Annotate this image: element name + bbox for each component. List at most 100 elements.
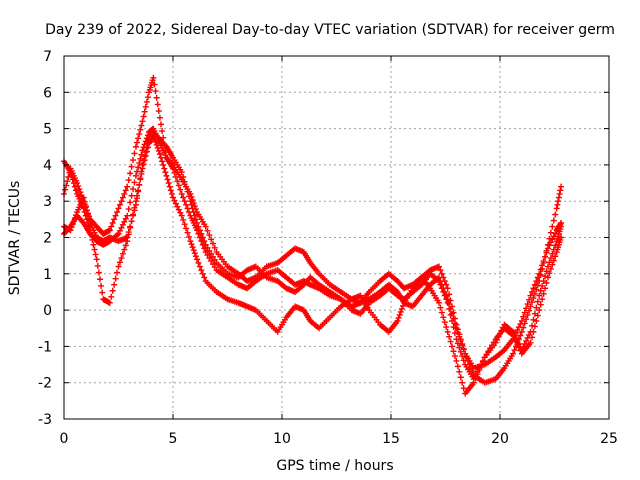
data-point bbox=[437, 281, 444, 288]
data-point bbox=[171, 197, 178, 204]
data-point bbox=[438, 309, 445, 316]
data-point bbox=[524, 301, 531, 308]
data-point bbox=[174, 178, 181, 185]
x-tick-label: 15 bbox=[382, 431, 400, 447]
data-point bbox=[76, 186, 83, 193]
data-point bbox=[530, 328, 537, 335]
data-point bbox=[152, 88, 159, 95]
data-point bbox=[128, 163, 135, 170]
data-point bbox=[139, 147, 146, 154]
data-point bbox=[131, 207, 138, 214]
data-point bbox=[69, 221, 76, 228]
data-point bbox=[138, 122, 145, 129]
data-point bbox=[187, 198, 194, 205]
data-point bbox=[530, 316, 537, 323]
y-tick-label: 7 bbox=[43, 49, 52, 65]
data-point bbox=[175, 206, 182, 213]
data-point bbox=[137, 175, 144, 182]
data-point bbox=[172, 174, 179, 180]
data-point bbox=[396, 311, 403, 318]
data-point bbox=[189, 244, 196, 251]
data-point bbox=[181, 221, 188, 228]
data-point bbox=[122, 242, 129, 249]
data-point bbox=[518, 317, 525, 324]
data-point bbox=[556, 190, 563, 197]
data-point bbox=[84, 211, 91, 218]
data-point bbox=[521, 309, 528, 316]
data-point bbox=[118, 224, 125, 231]
data-point bbox=[137, 126, 144, 133]
data-point bbox=[68, 172, 75, 179]
data-point bbox=[178, 190, 185, 197]
data-point bbox=[156, 114, 163, 121]
data-point bbox=[528, 334, 535, 341]
data-point bbox=[446, 291, 453, 298]
data-point bbox=[192, 253, 199, 260]
data-point bbox=[549, 261, 556, 268]
data-point bbox=[449, 343, 456, 350]
data-point bbox=[460, 357, 467, 364]
data-point bbox=[130, 157, 137, 164]
data-point bbox=[526, 296, 533, 303]
data-point bbox=[443, 324, 450, 331]
data-point bbox=[69, 176, 76, 183]
data-point bbox=[527, 339, 534, 346]
data-point bbox=[125, 177, 132, 184]
data-point bbox=[112, 212, 119, 219]
data-point bbox=[79, 218, 86, 225]
data-point bbox=[185, 193, 192, 200]
data-point bbox=[139, 161, 146, 168]
data-point bbox=[202, 241, 209, 248]
data-point bbox=[130, 186, 137, 193]
data-point bbox=[163, 172, 170, 179]
data-point bbox=[537, 266, 544, 273]
data-point bbox=[454, 363, 461, 370]
data-point bbox=[444, 328, 451, 335]
data-point bbox=[153, 141, 160, 148]
data-point bbox=[185, 233, 192, 240]
data-point bbox=[201, 274, 208, 281]
data-point bbox=[209, 240, 216, 247]
data-point bbox=[539, 296, 546, 303]
y-tick-label: -3 bbox=[38, 412, 52, 428]
data-point bbox=[202, 249, 209, 256]
data-point bbox=[447, 338, 454, 345]
data-point bbox=[208, 258, 215, 265]
x-tick-label: 0 bbox=[60, 431, 69, 447]
data-point bbox=[533, 317, 540, 324]
data-point bbox=[211, 256, 218, 263]
data-point bbox=[116, 201, 123, 208]
data-point bbox=[162, 169, 169, 176]
data-point bbox=[530, 285, 537, 292]
data-point bbox=[108, 293, 115, 300]
data-point bbox=[165, 180, 172, 187]
data-point bbox=[542, 285, 549, 292]
data-point bbox=[168, 190, 175, 197]
data-point bbox=[478, 361, 485, 368]
data-point bbox=[190, 209, 197, 216]
data-point bbox=[199, 234, 206, 241]
data-point bbox=[112, 275, 119, 282]
data-point bbox=[550, 257, 557, 264]
data-point bbox=[193, 219, 200, 226]
data-point bbox=[211, 244, 218, 251]
data-point bbox=[135, 135, 142, 142]
data-point bbox=[546, 242, 553, 249]
data-point bbox=[132, 201, 139, 208]
data-point bbox=[453, 336, 460, 343]
data-point bbox=[67, 169, 74, 176]
data-point bbox=[489, 342, 496, 349]
data-point bbox=[134, 139, 141, 146]
data-point bbox=[542, 273, 549, 280]
data-point bbox=[523, 305, 530, 312]
data-point bbox=[118, 255, 125, 262]
data-point bbox=[511, 335, 518, 342]
data-point bbox=[114, 209, 121, 216]
data-point bbox=[161, 165, 168, 172]
data-point bbox=[154, 144, 161, 151]
data-point bbox=[187, 238, 194, 245]
data-point bbox=[487, 345, 494, 352]
data-point bbox=[138, 151, 145, 158]
data-point bbox=[64, 178, 71, 185]
data-point bbox=[111, 216, 118, 223]
